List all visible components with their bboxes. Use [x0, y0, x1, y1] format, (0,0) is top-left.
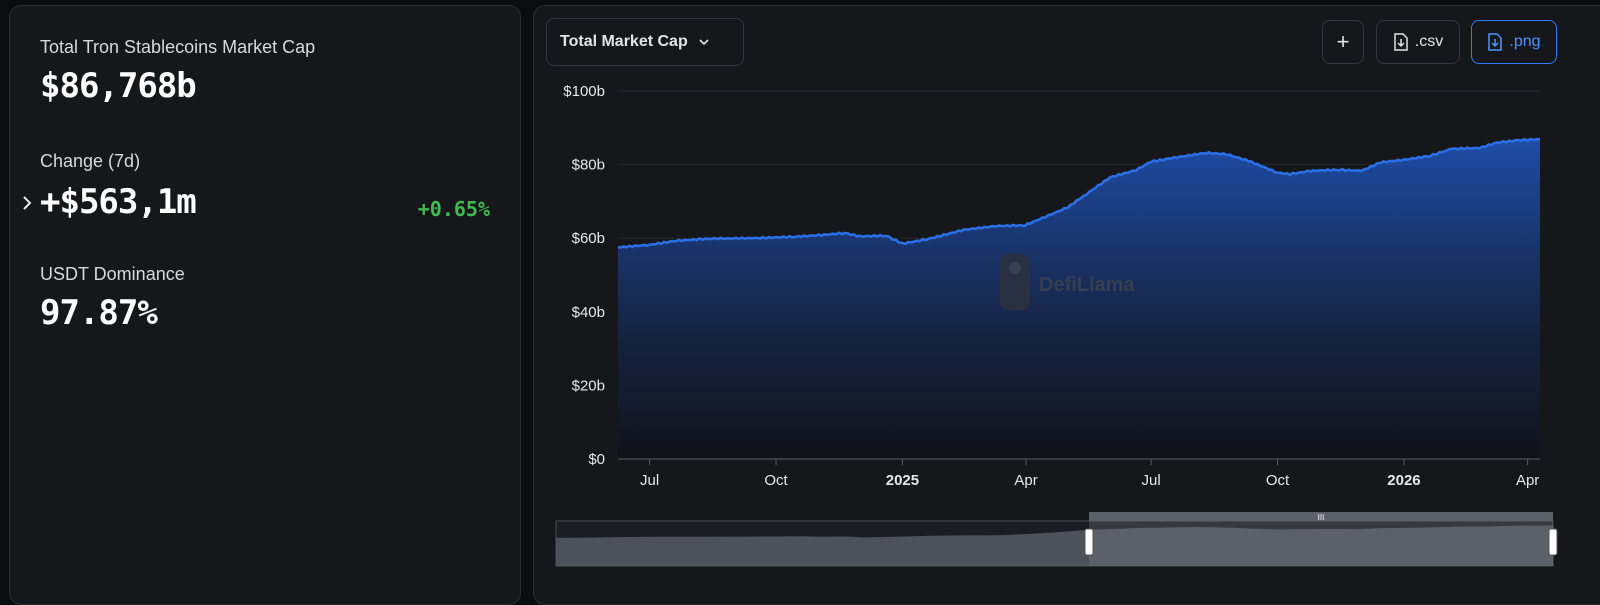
market-cap-chart: $0 $20b $40b $60b $80b $100b Jul Oct 2025 Apr Jul O… [534, 6, 1594, 586]
chevron-right-icon[interactable] [20, 194, 34, 212]
x-tick-label: Jul [1142, 472, 1161, 489]
x-tick-label: Oct [1266, 472, 1290, 489]
change-value: +$563,1m [40, 182, 196, 222]
change-label: Change (7d) [40, 151, 140, 172]
x-tick-label: Oct [764, 472, 788, 489]
watermark-text: DefiLlama [1039, 274, 1135, 296]
chart-panel: Total Market Cap + .csv .png $0$2 [533, 5, 1600, 605]
dominance-label: USDT Dominance [40, 264, 185, 285]
x-tick-label: 2025 [886, 472, 919, 489]
brush-handle[interactable] [1549, 529, 1557, 555]
series-area [618, 139, 1540, 459]
dominance-value: 97.87% [40, 293, 157, 333]
y-tick-label: $20b [572, 377, 605, 394]
x-tick-label: Apr [1516, 472, 1539, 489]
brush-selection[interactable] [1089, 521, 1553, 566]
y-tick-label: $100b [563, 83, 605, 100]
y-tick-label: $0 [588, 451, 605, 468]
y-tick-label: $40b [572, 304, 605, 321]
brush-handle[interactable] [1085, 529, 1093, 555]
y-tick-label: $80b [572, 157, 605, 174]
x-tick-label: 2026 [1387, 472, 1420, 489]
market-cap-label: Total Tron Stablecoins Market Cap [40, 37, 315, 58]
x-tick-label: Apr [1014, 472, 1037, 489]
range-brush[interactable]: III [556, 512, 1557, 566]
change-percent-badge: +0.65% [418, 197, 490, 221]
grip-icon: III [1318, 513, 1325, 522]
market-cap-value: $86,768b [40, 66, 196, 106]
x-tick-label: Jul [640, 472, 659, 489]
y-tick-label: $60b [572, 230, 605, 247]
stats-panel: Total Tron Stablecoins Market Cap $86,76… [9, 5, 521, 605]
